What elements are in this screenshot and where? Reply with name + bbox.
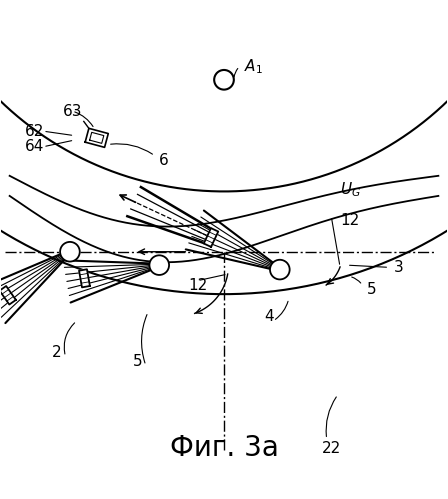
Circle shape xyxy=(150,255,169,275)
Text: 5: 5 xyxy=(133,354,142,369)
Polygon shape xyxy=(79,269,90,287)
Text: 12: 12 xyxy=(340,213,359,228)
Polygon shape xyxy=(0,286,16,304)
Circle shape xyxy=(270,260,290,279)
Circle shape xyxy=(60,242,80,261)
Text: $A_1$: $A_1$ xyxy=(244,57,263,76)
Text: 12: 12 xyxy=(188,278,207,293)
Text: 64: 64 xyxy=(25,139,45,154)
Text: 62: 62 xyxy=(25,124,45,139)
Polygon shape xyxy=(204,228,218,247)
Text: 3: 3 xyxy=(394,260,404,275)
Text: 4: 4 xyxy=(264,309,274,324)
Text: 6: 6 xyxy=(159,153,169,168)
Circle shape xyxy=(214,70,234,90)
Text: Фиг. 3а: Фиг. 3а xyxy=(169,434,279,462)
Text: $U_G$: $U_G$ xyxy=(340,180,361,199)
Text: 22: 22 xyxy=(322,441,341,456)
Polygon shape xyxy=(85,128,108,147)
Text: 63: 63 xyxy=(63,104,83,119)
Text: 5: 5 xyxy=(367,282,376,297)
Text: 2: 2 xyxy=(52,345,62,360)
